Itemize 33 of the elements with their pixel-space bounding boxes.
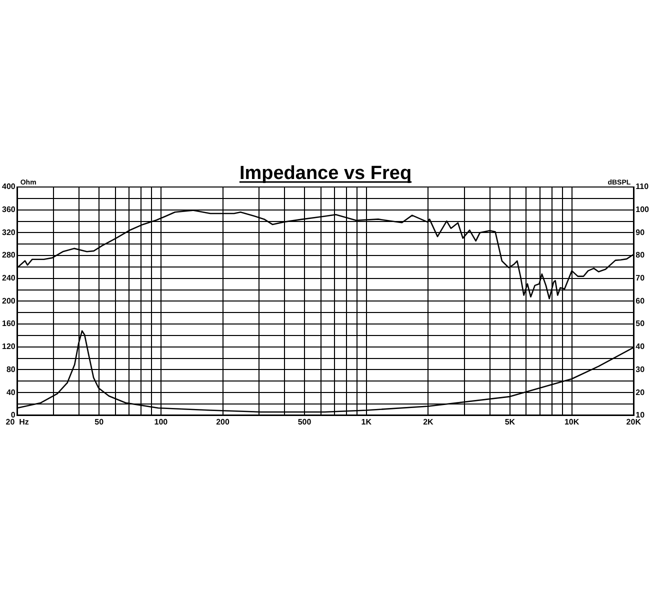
x-tick-label: 10K (564, 417, 580, 426)
x-tick-label: 2K (423, 417, 434, 426)
y-tick-label: 120 (2, 342, 16, 352)
y-tick-label: 360 (2, 205, 16, 214)
y2-tick-label: 10 (636, 410, 646, 420)
y2-tick-label: 70 (636, 274, 646, 283)
y-tick-label: 400 (2, 182, 16, 192)
y-tick-label: 80 (6, 364, 16, 374)
y2-tick-label: 50 (636, 319, 646, 328)
x-tick-label: 200 (216, 417, 230, 426)
y2-tick-label: 100 (636, 205, 650, 214)
y-tick-label: 320 (2, 228, 16, 237)
x-tick-label: 20K (626, 417, 642, 426)
y2-tick-label: 40 (636, 342, 646, 352)
y-tick-label: 160 (2, 319, 16, 328)
y2-tick-label: 90 (636, 228, 646, 237)
x-tick-label: 100 (154, 417, 168, 426)
y2-tick-label: 30 (636, 364, 646, 374)
x-tick-label: 1K (361, 417, 372, 426)
y2-tick-label: 110 (636, 182, 650, 192)
y2-tick-label: 20 (636, 388, 646, 397)
y-tick-label: 280 (2, 250, 16, 260)
y2-tick-label: 80 (636, 250, 646, 260)
x-tick-label: 20 Hz (6, 417, 29, 426)
x-tick-label: 5K (504, 417, 516, 426)
y-tick-label: 0 (10, 410, 16, 420)
chart-title: Impedance vs Freq (239, 163, 412, 184)
x-tick-label: 500 (298, 417, 312, 426)
y2-tick-label: 60 (636, 296, 646, 306)
x-tick-label: 50 (94, 417, 104, 426)
y-tick-label: 200 (2, 296, 16, 306)
y-tick-label: 240 (2, 274, 16, 283)
y-tick-label: 40 (6, 388, 16, 397)
